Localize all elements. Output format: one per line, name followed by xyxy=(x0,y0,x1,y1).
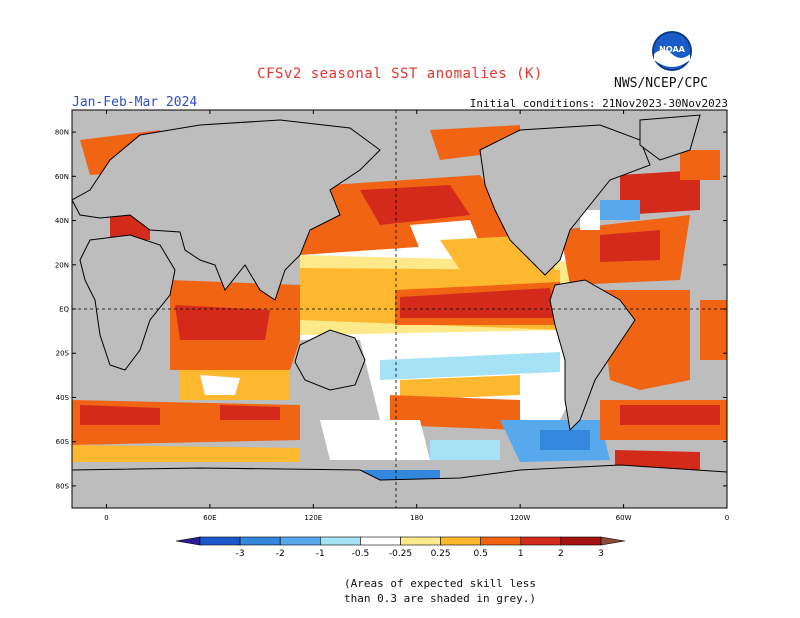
lon-tick-label: 180 xyxy=(410,514,423,522)
lat-tick-label: 40N xyxy=(55,217,69,225)
colorbar-high-arrow xyxy=(600,536,626,546)
colorbar-swatch xyxy=(440,536,482,546)
land-layer xyxy=(72,114,727,508)
logo-text: NOAA xyxy=(659,45,685,54)
colorbar-label: 3 xyxy=(598,549,604,559)
colorbar-label: -1 xyxy=(316,549,325,559)
lon-axis: 0 60E 120E 180 120W 60W 0 xyxy=(104,110,729,522)
colorbar-label: 2 xyxy=(558,549,564,559)
agency-label: NWS/NCEP/CPC xyxy=(614,76,708,91)
colorbar-label: -3 xyxy=(236,549,245,559)
colorbar-label: 0.5 xyxy=(474,549,488,559)
lat-axis: 80N 60N 40N 20N EQ 20S 40S 60S 80S xyxy=(55,129,727,490)
colorbar-swatch xyxy=(400,536,441,546)
skill-note: (Areas of expected skill less than 0.3 a… xyxy=(340,576,540,606)
noaa-logo-icon: NOAA xyxy=(652,31,692,71)
lat-tick-label: 60N xyxy=(55,173,69,181)
colorbar-swatch xyxy=(239,536,281,546)
chart-title: CFSv2 seasonal SST anomalies (K) xyxy=(257,66,543,82)
initial-conditions-label: Initial conditions: 21Nov2023-30Nov2023 xyxy=(469,97,728,110)
colorbar-label: -0.5 xyxy=(352,549,370,559)
lon-tick-label: 120W xyxy=(510,514,530,522)
lat-tick-label: 60S xyxy=(56,438,70,446)
colorbar-swatch xyxy=(560,536,602,546)
lon-tick-label: 60E xyxy=(203,514,216,522)
season-label: Jan-Feb-Mar 2024 xyxy=(72,95,198,110)
lat-tick-label: 20S xyxy=(56,350,70,358)
lon-tick-label: 60W xyxy=(616,514,632,522)
skill-note-line-1: (Areas of expected skill less xyxy=(343,577,537,590)
colorbar-label: 0.25 xyxy=(431,549,451,559)
colorbar-swatch xyxy=(480,536,522,546)
colorbar-label: -2 xyxy=(276,549,285,559)
skill-note-line-2: than 0.3 are shaded in grey.) xyxy=(343,592,537,605)
lat-tick-label: 80S xyxy=(56,482,70,490)
colorbar-swatch xyxy=(520,536,562,546)
colorbar-label: -0.25 xyxy=(389,549,412,559)
colorbar-swatch xyxy=(279,536,321,546)
colorbar: -3 -2 -1 -0.5 -0.25 0.25 0.5 1 2 3 xyxy=(175,536,626,559)
lat-tick-label: 80N xyxy=(55,129,69,137)
colorbar-swatch xyxy=(199,536,241,546)
lat-tick-label: EQ xyxy=(59,306,69,314)
colorbar-label: 1 xyxy=(518,549,524,559)
lat-tick-label: 40S xyxy=(56,394,70,402)
lon-tick-label: 0 xyxy=(725,514,729,522)
lon-tick-label: 120E xyxy=(304,514,322,522)
lon-tick-label: 0 xyxy=(104,514,108,522)
colorbar-swatch xyxy=(360,536,401,546)
colorbar-low-arrow xyxy=(175,536,201,546)
lat-tick-label: 20N xyxy=(55,261,69,269)
colorbar-swatch xyxy=(319,536,361,546)
